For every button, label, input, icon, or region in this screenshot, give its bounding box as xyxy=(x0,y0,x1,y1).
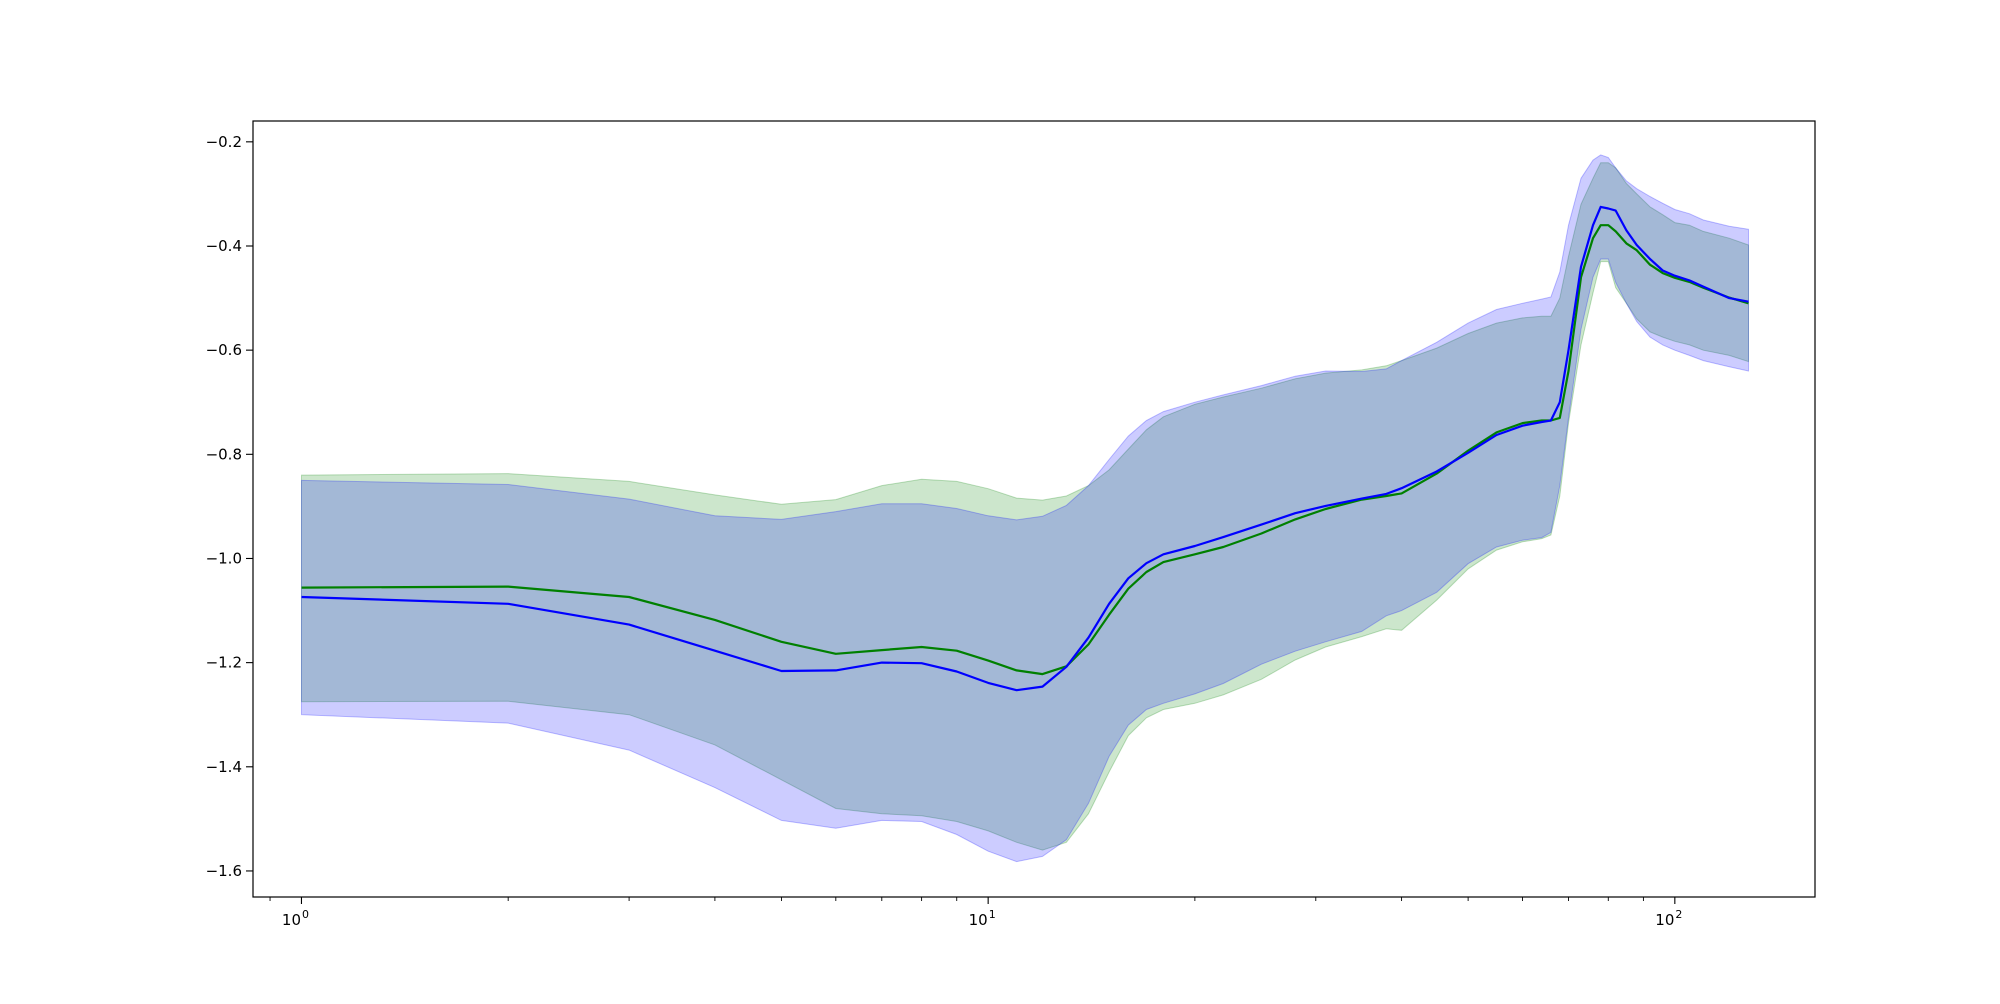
series-lines xyxy=(301,205,1749,692)
series-1-line xyxy=(301,224,1749,676)
series-2-band xyxy=(301,154,1749,863)
x-tick-exp-2: 2 xyxy=(1675,908,1682,921)
y-axis: −0.2 −0.4 −0.6 −0.8 −1.0 −1.2 −1.4 −1.6 xyxy=(206,133,253,880)
x-tick-exp-0: 0 xyxy=(302,908,309,921)
x-tick-label-0: 100 xyxy=(282,908,309,929)
x-tick-exp-1: 1 xyxy=(989,908,996,921)
y-tick-label-1: −0.4 xyxy=(206,237,242,255)
plot-frame xyxy=(252,120,1816,898)
x-axis: 100 101 102 xyxy=(269,897,1682,929)
series-2-line xyxy=(301,205,1749,692)
x-tick-label-2: 102 xyxy=(1655,908,1682,929)
y-tick-label-5: −1.2 xyxy=(206,654,242,672)
y-tick-label-7: −1.6 xyxy=(206,862,242,880)
y-tick-label-4: −1.0 xyxy=(206,549,242,567)
y-tick-label-0: −0.2 xyxy=(206,133,242,151)
x-tick-label-1: 101 xyxy=(969,908,996,929)
y-tick-label-6: −1.4 xyxy=(206,758,242,776)
series-1-band xyxy=(301,162,1749,851)
confidence-bands xyxy=(301,154,1749,863)
y-tick-label-3: −0.8 xyxy=(206,445,242,463)
y-tick-label-2: −0.6 xyxy=(206,341,242,359)
